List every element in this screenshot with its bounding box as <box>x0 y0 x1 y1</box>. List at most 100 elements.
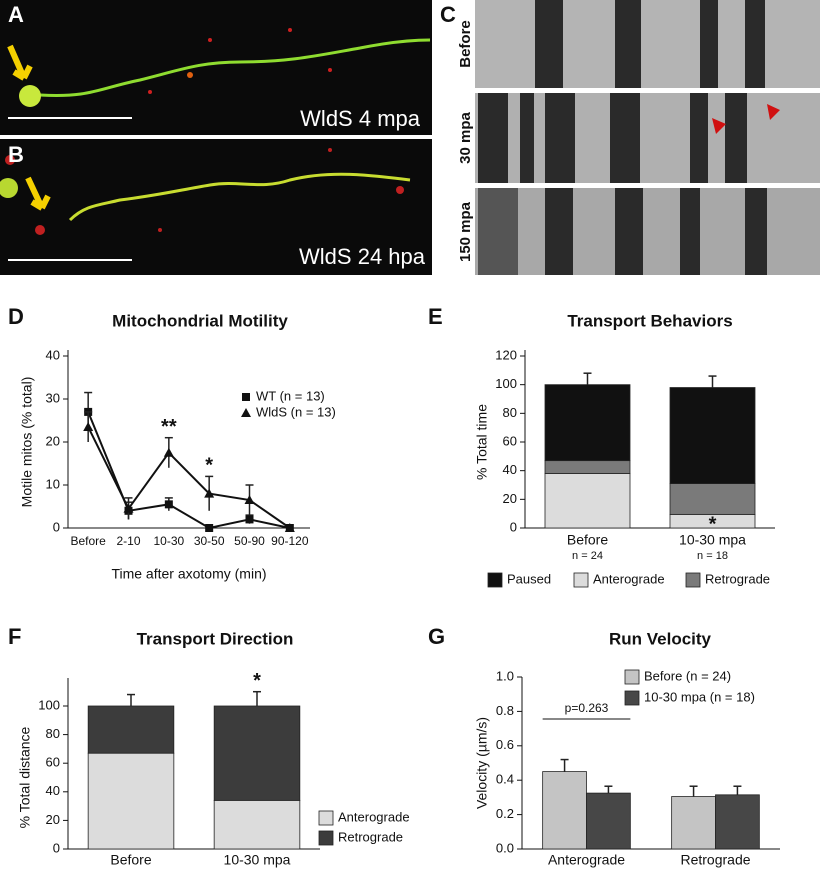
y-tick-label: 80 <box>503 405 517 420</box>
point <box>164 500 173 509</box>
legend-label: Anterograde <box>338 809 410 824</box>
panel-letter: B <box>8 142 24 167</box>
y-tick-label: 0.4 <box>496 772 514 787</box>
y-tick-label: 100 <box>495 376 517 391</box>
arrowhead <box>767 104 780 120</box>
y-tick-label: 20 <box>46 433 60 448</box>
x-tick-label: 50-90 <box>234 534 265 548</box>
bar <box>586 792 631 850</box>
x-tick-label: Retrograde <box>680 852 750 868</box>
panel-b: B WldS 24 hpa <box>0 139 432 275</box>
legend-swatch <box>318 810 334 826</box>
y-tick-label: 0.0 <box>496 840 514 855</box>
point <box>163 447 174 457</box>
annotation: p=0.263 <box>565 701 609 715</box>
y-axis-label: Velocity (µm/s) <box>474 717 490 809</box>
y-tick-label: 60 <box>46 755 60 770</box>
y-tick-label: 40 <box>46 783 60 798</box>
line <box>87 411 291 530</box>
legend-label: Retrograde <box>705 571 770 586</box>
bar <box>671 796 716 850</box>
bar <box>213 705 301 801</box>
y-tick-label: 100 <box>38 697 60 712</box>
x-tick-label: 90-120 <box>271 534 309 548</box>
y-tick-label: 30 <box>46 390 60 405</box>
y-tick-label: 1.0 <box>496 668 514 683</box>
micrograph <box>0 139 432 275</box>
bar <box>544 384 631 462</box>
panel-letter: A <box>8 2 24 27</box>
kymograph <box>475 188 820 275</box>
annotation: * <box>253 670 261 692</box>
debris <box>148 28 332 94</box>
bar <box>669 483 756 515</box>
cell <box>19 85 41 107</box>
panel-a: A WldS 4 mpa <box>0 0 432 135</box>
y-tick-label: 0.2 <box>496 806 514 821</box>
legend-label: 10-30 mpa (n = 18) <box>644 689 755 704</box>
legend-label: Retrograde <box>338 829 403 844</box>
y-tick-label: 60 <box>503 433 517 448</box>
panel-letter: E <box>428 304 443 329</box>
legend-label: Anterograde <box>593 571 665 586</box>
annotation: * <box>205 455 213 477</box>
bar <box>669 387 756 484</box>
y-tick-label: 0 <box>510 519 517 534</box>
panel-c: C Before 30 mpa 150 mpa <box>435 0 820 275</box>
y-tick-label: 40 <box>503 462 517 477</box>
point <box>284 523 295 532</box>
debris <box>5 148 404 235</box>
bar <box>87 752 175 850</box>
bar <box>87 705 175 754</box>
point <box>241 408 251 417</box>
point <box>205 524 214 532</box>
row-label: 150 mpa <box>457 201 474 262</box>
micrograph <box>0 0 432 135</box>
caption: WldS 24 hpa <box>299 244 426 269</box>
panel-letter: D <box>8 304 24 329</box>
y-tick-label: 0.8 <box>496 703 514 718</box>
line <box>87 426 291 529</box>
bar <box>544 460 631 474</box>
cell <box>0 178 18 198</box>
point <box>123 503 134 513</box>
chart-title: Transport Behaviors <box>567 311 732 330</box>
legend-swatch <box>624 669 640 685</box>
arrow <box>7 44 33 81</box>
legend-label: Paused <box>507 571 551 586</box>
row-label: Before <box>457 20 474 68</box>
panel-letter: G <box>428 624 445 649</box>
x-tick-label: 10-30 mpa <box>679 532 746 548</box>
kymograph <box>475 0 820 88</box>
y-tick-label: 20 <box>503 491 517 506</box>
x-tick-label: 2-10 <box>116 534 140 548</box>
caption: WldS 4 mpa <box>300 106 421 131</box>
category-note: n = 24 <box>572 550 603 562</box>
panel-letter: F <box>8 624 21 649</box>
y-axis-label: % Total distance <box>17 726 33 828</box>
y-axis-label: % Total time <box>474 404 490 480</box>
point <box>244 495 255 505</box>
annotation: ** <box>161 416 177 438</box>
y-tick-label: 0 <box>53 840 60 855</box>
bar <box>715 794 760 850</box>
chart-title: Mitochondrial Motility <box>112 311 288 330</box>
y-tick-label: 0.6 <box>496 737 514 752</box>
x-tick-label: 10-30 mpa <box>224 852 291 868</box>
annotation: * <box>709 513 717 535</box>
legend-label: WT (n = 13) <box>256 388 325 403</box>
x-tick-label: 30-50 <box>194 534 225 548</box>
x-axis-label: Time after axotomy (min) <box>111 566 266 582</box>
arrowhead <box>712 118 726 134</box>
x-tick-label: Anterograde <box>548 852 625 868</box>
x-tick-label: 10-30 <box>153 534 184 548</box>
legend-label: WldS (n = 13) <box>256 404 336 419</box>
point <box>242 393 250 401</box>
point <box>83 421 94 431</box>
legend-swatch <box>624 690 640 706</box>
y-tick-label: 10 <box>46 476 60 491</box>
arrow <box>25 176 51 211</box>
chart-title: Transport Direction <box>137 629 294 648</box>
axon <box>39 38 431 98</box>
